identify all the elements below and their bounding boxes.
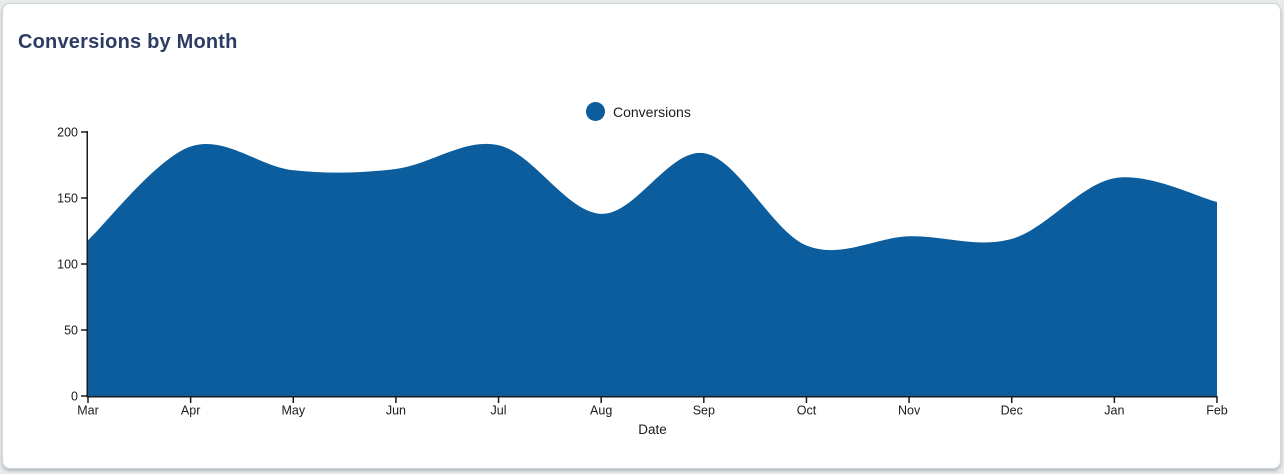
x-axis-tick-label: Dec [1001, 404, 1023, 418]
y-axis-tick-label: 200 [57, 126, 78, 140]
x-axis-tick-label: Nov [898, 404, 921, 418]
x-axis-title: Date [638, 422, 667, 437]
x-axis-tick-label: Jan [1104, 404, 1124, 418]
x-axis-tick-label: Mar [77, 404, 99, 418]
x-axis-tick-label: Sep [693, 404, 715, 418]
y-axis-tick-label: 150 [57, 192, 78, 206]
legend-item-conversions[interactable]: Conversions [586, 102, 691, 121]
x-axis-tick-label: Feb [1206, 404, 1228, 418]
y-axis-tick-label: 100 [57, 258, 78, 272]
y-axis-tick-label: 0 [71, 390, 78, 404]
x-axis-tick-label: Apr [181, 404, 200, 418]
x-axis-tick-label: Jun [386, 404, 406, 418]
x-axis-tick-label: May [281, 404, 305, 418]
x-axis-tick-label: Aug [590, 404, 612, 418]
x-axis-tick-label: Jul [491, 404, 507, 418]
legend-label: Conversions [613, 103, 691, 120]
conversions-area-series [88, 143, 1217, 396]
legend-circle-marker [586, 102, 605, 121]
y-axis-tick-label: 50 [64, 324, 78, 338]
chart-title: Conversions by Month [18, 31, 238, 53]
x-axis-tick-label: Oct [797, 404, 817, 418]
